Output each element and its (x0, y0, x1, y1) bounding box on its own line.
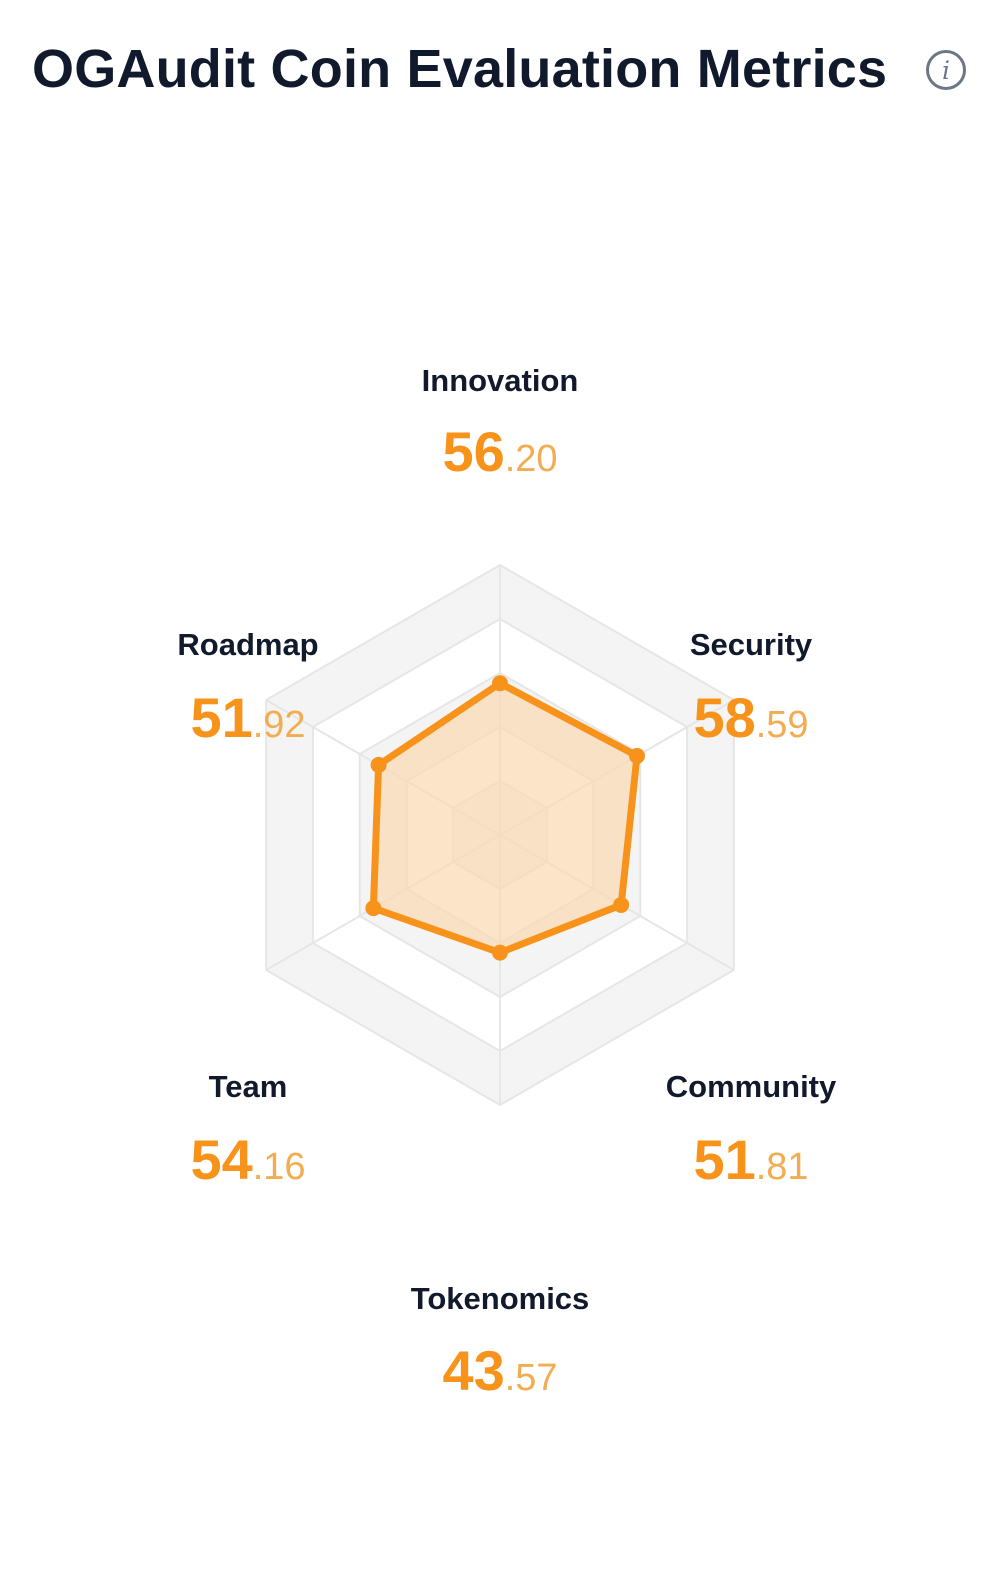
data-point-security[interactable] (628, 747, 645, 764)
data-point-tokenomics[interactable] (492, 944, 508, 961)
value-label-community: 51.81 (693, 1128, 808, 1191)
info-icon[interactable]: i (926, 50, 966, 90)
info-icon-glyph: i (942, 56, 950, 85)
value-int-team: 54 (190, 1128, 252, 1191)
value-frac-tokenomics: .57 (505, 1357, 558, 1399)
data-point-community[interactable] (613, 896, 630, 913)
header: OGAudit Coin Evaluation Metrics i (0, 0, 1001, 140)
value-label-tokenomics: 43.57 (442, 1339, 557, 1402)
axis-label-team: Team (209, 1069, 288, 1104)
value-label-team: 54.16 (190, 1128, 305, 1191)
value-int-security: 58 (693, 686, 755, 749)
axis-label-tokenomics: Tokenomics (411, 1281, 590, 1316)
value-frac-innovation: .20 (505, 438, 558, 480)
axis-label-security: Security (690, 627, 813, 662)
radar-series (365, 675, 645, 961)
value-frac-security: .59 (756, 704, 809, 746)
value-frac-roadmap: .92 (253, 704, 306, 746)
radar-labels: Innovation 56.20 Security 58.59 Community 51.… (177, 363, 837, 1402)
value-label-security: 58.59 (693, 686, 808, 749)
value-int-community: 51 (693, 1128, 755, 1191)
data-point-team[interactable] (365, 900, 382, 917)
value-int-roadmap: 51 (190, 686, 252, 749)
value-int-tokenomics: 43 (442, 1339, 504, 1402)
axis-label-roadmap: Roadmap (177, 627, 318, 662)
value-frac-team: .16 (253, 1146, 306, 1188)
page-title: OGAudit Coin Evaluation Metrics (32, 39, 888, 99)
value-label-innovation: 56.20 (442, 420, 557, 483)
data-point-roadmap[interactable] (370, 756, 387, 773)
value-label-roadmap: 51.92 (190, 686, 305, 749)
axis-label-innovation: Innovation (422, 363, 579, 398)
value-frac-community: .81 (756, 1146, 809, 1188)
value-int-innovation: 56 (442, 420, 504, 483)
axis-label-community: Community (666, 1069, 837, 1104)
data-point-innovation[interactable] (492, 675, 508, 692)
